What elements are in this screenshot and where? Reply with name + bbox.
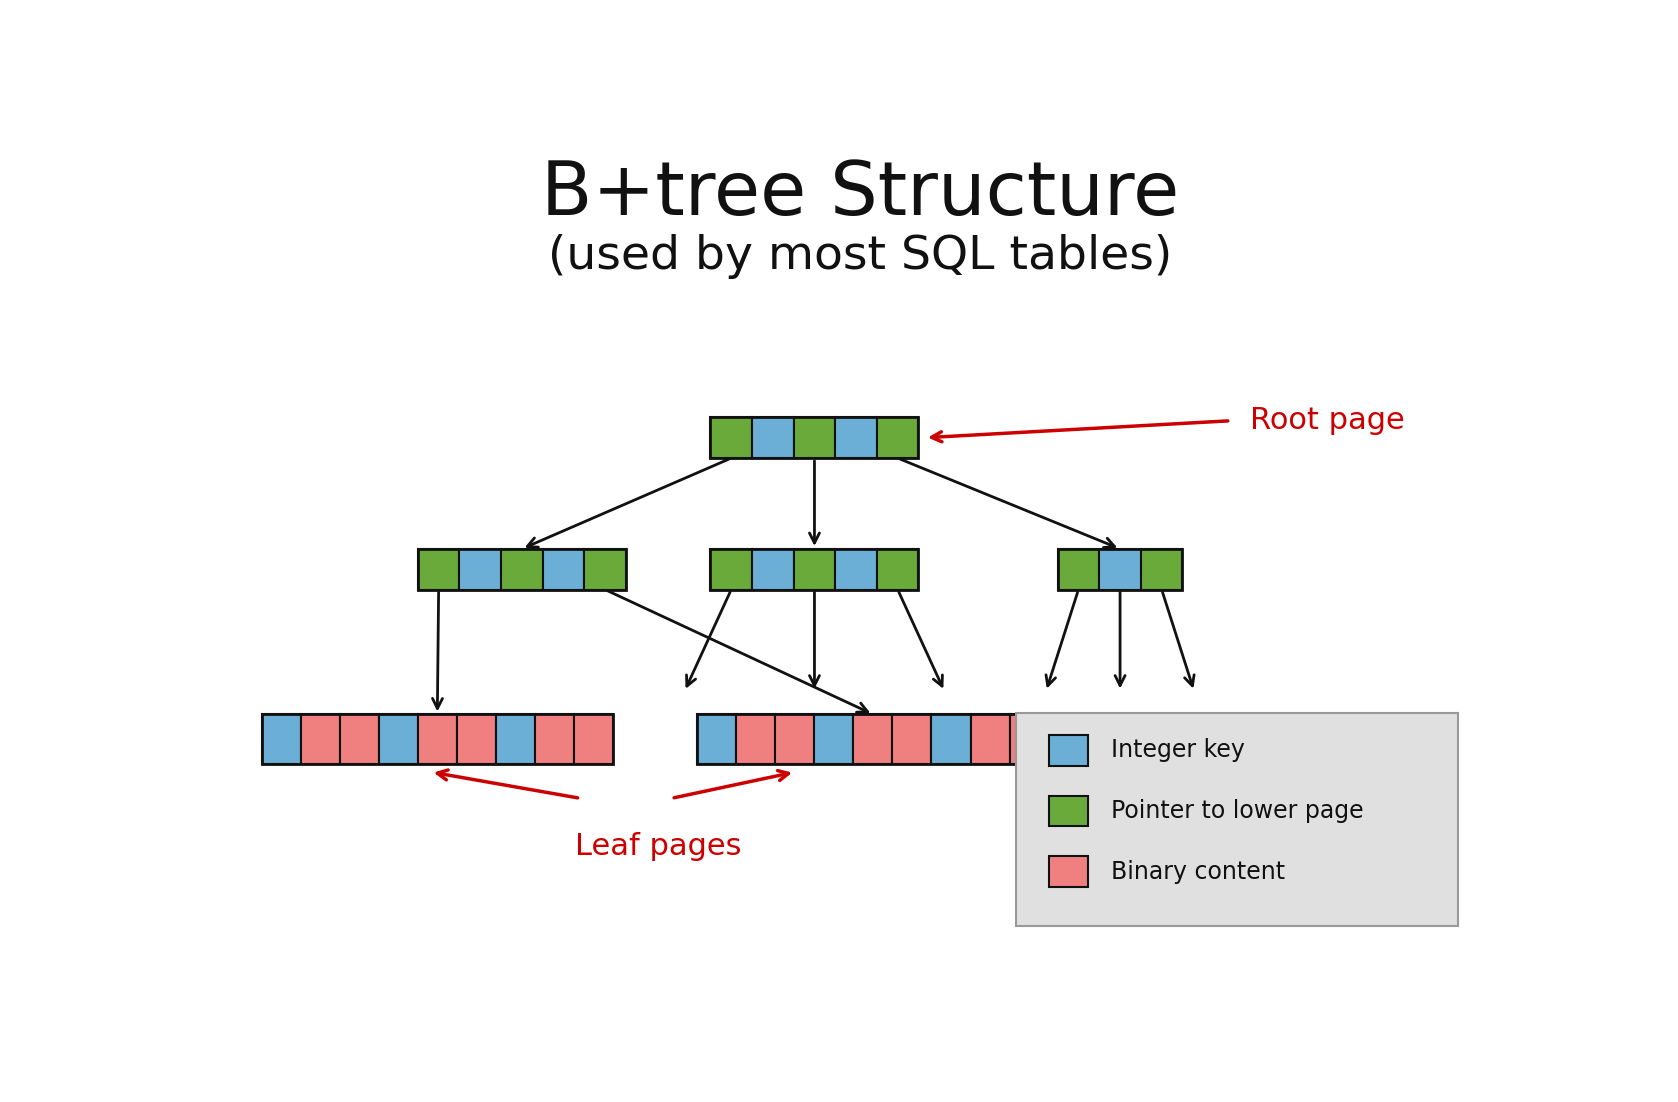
Bar bbox=[710, 549, 752, 590]
Bar bbox=[1049, 735, 1087, 766]
Bar bbox=[893, 714, 931, 764]
Text: Binary content: Binary content bbox=[1111, 860, 1285, 884]
Bar bbox=[418, 714, 456, 764]
Text: Root page: Root page bbox=[1250, 407, 1404, 435]
Bar bbox=[752, 549, 794, 590]
Bar bbox=[710, 418, 752, 458]
Text: (used by most SQL tables): (used by most SQL tables) bbox=[547, 234, 1173, 279]
Bar bbox=[497, 714, 535, 764]
Bar bbox=[1010, 714, 1049, 764]
Bar bbox=[418, 549, 626, 590]
Bar bbox=[300, 714, 339, 764]
Bar bbox=[584, 549, 626, 590]
Bar bbox=[814, 714, 854, 764]
Bar bbox=[1057, 549, 1183, 590]
Bar bbox=[752, 418, 794, 458]
Bar bbox=[456, 714, 497, 764]
Bar bbox=[970, 714, 1010, 764]
Bar bbox=[878, 418, 918, 458]
Bar bbox=[737, 714, 775, 764]
Text: Pointer to lower page: Pointer to lower page bbox=[1111, 799, 1364, 823]
Bar bbox=[542, 549, 584, 590]
Bar bbox=[775, 714, 814, 764]
Bar bbox=[931, 714, 970, 764]
Bar bbox=[1141, 549, 1183, 590]
Bar bbox=[1057, 549, 1099, 590]
Bar bbox=[1049, 856, 1087, 887]
Bar bbox=[262, 714, 612, 764]
Bar bbox=[794, 549, 836, 590]
Bar bbox=[878, 549, 918, 590]
Bar bbox=[1049, 796, 1087, 826]
Bar bbox=[379, 714, 418, 764]
Bar bbox=[418, 549, 460, 590]
Bar bbox=[836, 549, 878, 590]
Text: Leaf pages: Leaf pages bbox=[576, 832, 742, 862]
Bar bbox=[1099, 549, 1141, 590]
Bar bbox=[710, 549, 918, 590]
Bar bbox=[698, 714, 1049, 764]
Bar bbox=[794, 418, 836, 458]
Bar bbox=[535, 714, 574, 764]
Bar bbox=[262, 714, 300, 764]
Bar bbox=[836, 418, 878, 458]
Bar bbox=[854, 714, 893, 764]
Bar bbox=[502, 549, 542, 590]
Bar bbox=[574, 714, 612, 764]
Text: B+tree Structure: B+tree Structure bbox=[540, 158, 1180, 230]
Bar bbox=[710, 418, 918, 458]
Bar bbox=[698, 714, 737, 764]
Bar bbox=[339, 714, 379, 764]
Text: Integer key: Integer key bbox=[1111, 738, 1245, 763]
Bar bbox=[460, 549, 502, 590]
Bar bbox=[1015, 713, 1458, 926]
